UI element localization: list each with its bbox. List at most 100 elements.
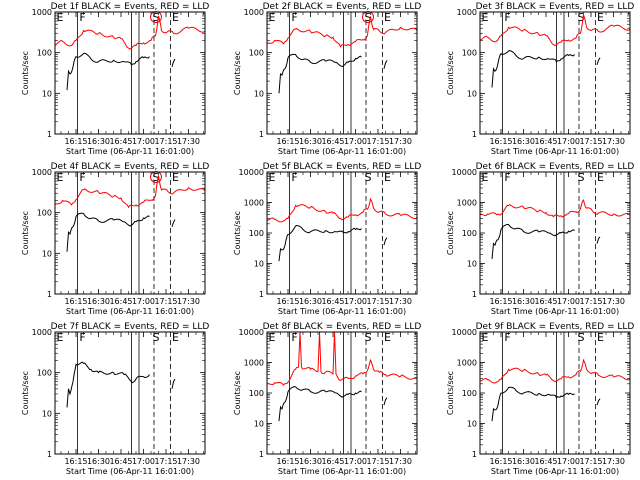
x-tick-label: 16:30 (512, 297, 535, 306)
marker-letter: E (482, 331, 489, 344)
x-tick-label: 17:30 (389, 297, 412, 306)
plot-frame (479, 331, 631, 455)
y-tick-label: 10 (42, 249, 52, 258)
x-tick-label: 16:30 (87, 297, 110, 306)
marker-letter: E (384, 331, 391, 344)
y-tick-label: 1 (47, 450, 52, 459)
panel-det-3: Det 3f BLACK = Events, RED = LLD 1 10 100 10… (446, 2, 634, 156)
marker-letter: E (57, 171, 64, 184)
black-series-line (278, 53, 362, 94)
x-tick-label: 17:15 (154, 137, 177, 146)
x-tick-label: 17:30 (177, 297, 200, 306)
x-tick-label: 16:30 (87, 457, 110, 466)
x-axis-label: Start Time (06-Apr-11 16:01:00) (66, 307, 194, 316)
marker-letter: E (482, 11, 489, 24)
y-axis-label: Counts/sec (233, 51, 242, 95)
marker-letter: S (153, 171, 160, 184)
plot-frame (54, 331, 206, 455)
x-tick-label: 17:15 (579, 137, 602, 146)
y-tick-label: 10 (467, 420, 477, 429)
y-axis-label: Counts/sec (446, 371, 455, 415)
x-tick-label: 17:00 (132, 137, 155, 146)
y-tick-label: 1000 (244, 199, 264, 208)
x-axis-label: Start Time (06-Apr-11 16:01:00) (278, 147, 406, 156)
marker-letter: S (578, 331, 585, 344)
y-tick-label: 100 (249, 389, 264, 398)
red-series-line (479, 358, 631, 384)
marker-letter: E (172, 171, 179, 184)
y-tick-label: 10 (254, 89, 264, 98)
panel-det-4: Det 4f BLACK = Events, RED = LLD 1 10 100 10… (21, 162, 209, 316)
x-tick-label: 16:15 (64, 457, 87, 466)
y-tick-label: 100 (37, 49, 52, 58)
y-tick-label: 100 (37, 369, 52, 378)
plot-frame (479, 11, 631, 135)
marker-letter: E (384, 11, 391, 24)
y-axis-label: Counts/sec (21, 51, 30, 95)
x-tick-label: 16:30 (512, 137, 535, 146)
x-tick-label: 16:45 (321, 137, 344, 146)
plot-frame (266, 171, 418, 295)
red-series-line (479, 14, 631, 47)
black-series-line (383, 60, 388, 69)
marker-letter: F (504, 171, 510, 184)
y-tick-label: 10000 (452, 328, 477, 337)
y-tick-label: 10 (42, 89, 52, 98)
y-tick-label: 1 (259, 450, 264, 459)
marker-letter: S (578, 11, 585, 24)
x-tick-label: 16:45 (109, 457, 132, 466)
marker-letter: F (291, 11, 297, 24)
marker-letter: E (269, 331, 276, 344)
y-tick-label: 10000 (239, 168, 264, 177)
y-tick-label: 10 (254, 420, 264, 429)
plot-frame (266, 331, 418, 455)
y-tick-label: 1 (472, 290, 477, 299)
black-series-line (66, 52, 150, 91)
x-tick-label: 16:45 (321, 297, 344, 306)
panel-det-7: Det 7f BLACK = Events, RED = LLD 1 10 100 10… (21, 322, 209, 476)
x-tick-label: 16:45 (534, 137, 557, 146)
black-series-line (278, 224, 362, 262)
y-tick-label: 1 (259, 290, 264, 299)
y-tick-label: 1000 (32, 328, 52, 337)
marker-letter: F (291, 331, 297, 344)
y-tick-label: 100 (462, 49, 477, 58)
panel-det-6: Det 6f BLACK = Events, RED = LLD 1 10 100 10… (446, 162, 634, 316)
x-tick-label: 16:15 (489, 137, 512, 146)
y-tick-label: 1 (47, 130, 52, 139)
panel-title: Det 4f BLACK = Events, RED = LLD (51, 162, 210, 172)
x-tick-label: 17:30 (389, 457, 412, 466)
y-tick-label: 10 (42, 409, 52, 418)
x-tick-label: 17:00 (557, 297, 580, 306)
black-series-line (171, 378, 176, 389)
y-axis-label: Counts/sec (233, 371, 242, 415)
x-tick-label: 17:00 (557, 137, 580, 146)
y-tick-label: 1000 (244, 8, 264, 17)
y-tick-label: 10 (467, 89, 477, 98)
x-tick-label: 17:00 (557, 457, 580, 466)
y-tick-label: 1000 (457, 199, 477, 208)
x-tick-label: 17:00 (132, 457, 155, 466)
x-axis-label: Start Time (06-Apr-11 16:01:00) (491, 467, 619, 476)
marker-letter: F (504, 331, 510, 344)
panel-det-9: Det 9f BLACK = Events, RED = LLD 1 10 100 10… (446, 322, 634, 476)
y-tick-label: 1 (472, 450, 477, 459)
black-series-line (171, 219, 176, 227)
marker-letter: E (57, 11, 64, 24)
black-series-line (278, 386, 362, 422)
panel-title: Det 8f BLACK = Events, RED = LLD (263, 322, 422, 332)
x-tick-label: 17:00 (344, 297, 367, 306)
y-tick-label: 1000 (32, 8, 52, 17)
marker-letter: F (504, 11, 510, 24)
x-tick-label: 16:45 (534, 297, 557, 306)
y-tick-label: 100 (37, 209, 52, 218)
marker-letter: S (153, 11, 160, 24)
x-tick-label: 16:15 (489, 457, 512, 466)
black-series-line (596, 236, 601, 244)
x-tick-label: 16:30 (87, 137, 110, 146)
marker-letter: E (384, 171, 391, 184)
marker-letter: S (153, 331, 160, 344)
x-tick-label: 17:30 (602, 137, 625, 146)
x-tick-label: 16:15 (64, 137, 87, 146)
red-series-line (479, 198, 631, 218)
